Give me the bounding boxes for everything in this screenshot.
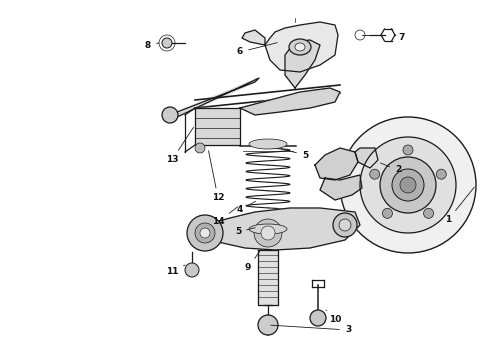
Polygon shape [315,148,358,180]
Polygon shape [190,208,360,250]
Circle shape [339,219,351,231]
Polygon shape [258,250,278,305]
Text: 8: 8 [145,40,159,49]
Circle shape [403,145,413,155]
Circle shape [200,228,210,238]
Ellipse shape [289,39,311,55]
Polygon shape [240,88,340,115]
Polygon shape [242,30,265,45]
Circle shape [195,223,215,243]
Circle shape [370,169,380,179]
Circle shape [400,177,416,193]
Circle shape [187,215,223,251]
Text: 14: 14 [212,207,238,226]
Text: 2: 2 [381,163,401,175]
Text: 11: 11 [166,265,185,276]
Polygon shape [175,78,259,118]
Circle shape [360,137,456,233]
Polygon shape [195,108,240,145]
Circle shape [333,213,357,237]
Circle shape [162,38,172,48]
Circle shape [254,219,282,247]
Polygon shape [320,175,362,200]
Ellipse shape [249,139,287,149]
Circle shape [382,208,392,218]
Polygon shape [285,40,320,88]
Circle shape [392,169,424,201]
Circle shape [380,157,436,213]
Circle shape [185,263,199,277]
Circle shape [162,107,178,123]
Circle shape [310,310,326,326]
Text: 13: 13 [166,127,194,165]
Polygon shape [265,22,338,72]
Ellipse shape [295,43,305,51]
Text: 9: 9 [245,250,260,273]
Text: 12: 12 [209,151,224,202]
Circle shape [340,117,476,253]
Circle shape [261,226,275,240]
Text: 7: 7 [394,33,405,42]
Polygon shape [355,148,378,168]
Ellipse shape [249,224,287,234]
Circle shape [436,169,446,179]
Text: 4: 4 [237,201,256,215]
Circle shape [258,315,278,335]
Circle shape [195,143,205,153]
Circle shape [423,208,434,218]
Text: 1: 1 [445,187,474,225]
Text: 6: 6 [237,43,277,57]
Text: 10: 10 [326,310,341,324]
Text: 3: 3 [271,325,351,334]
Text: 5: 5 [235,228,255,237]
Text: 5: 5 [281,149,308,159]
